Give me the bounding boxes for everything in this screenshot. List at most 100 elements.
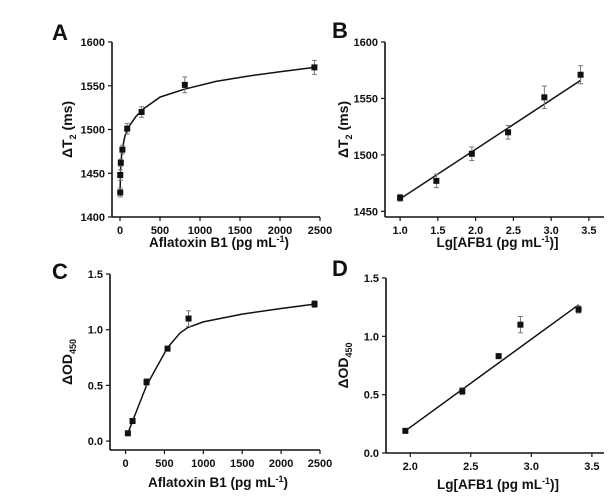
y-axis-title-sub: 450 <box>68 339 78 354</box>
panel-d: D 2.0 2.5 3.0 3.5 0.0 0.5 1.0 1.5 Lg[AFB1 (pg mL-… <box>332 256 604 492</box>
data-point <box>459 388 466 395</box>
panel-b: B 1.0 1.5 2.0 2.5 3.0 3.5 1450 1500 1550 1600 Lg[AF… <box>332 18 604 250</box>
y-axis-title: ΔT2 (ms) <box>335 101 354 158</box>
y-tick-label: 0.0 <box>364 448 379 460</box>
data-point <box>577 71 584 78</box>
data-point <box>541 94 548 101</box>
y-tick-label: 1400 <box>81 212 105 224</box>
y-axis-title-end: (ms) <box>59 101 75 134</box>
data-point <box>138 109 145 115</box>
x-axis-title-end: )] <box>550 235 559 250</box>
x-tick-label: 1000 <box>191 458 215 470</box>
x-tick-label: 0 <box>117 225 123 237</box>
data-point <box>119 146 126 153</box>
data-point <box>517 321 524 328</box>
x-axis-title: Aflatoxin B1 (pg mL-1) <box>149 234 289 250</box>
fit-line <box>127 303 315 434</box>
y-tick-label: 1.0 <box>364 331 379 343</box>
x-tick-label: 2.5 <box>506 225 521 237</box>
x-tick-label: 1500 <box>228 225 252 237</box>
fit-line <box>119 66 315 195</box>
y-tick-label: 0.0 <box>88 436 103 448</box>
data-point <box>311 64 318 71</box>
fit-line <box>404 304 580 432</box>
panel-c: C 0 500 1000 1500 2000 2500 0.0 0.5 1.0 1.5 Aflatox… <box>52 259 332 490</box>
y-axis-title-sub: 450 <box>344 342 354 357</box>
data-point <box>397 194 404 201</box>
data-point <box>181 81 188 88</box>
y-axis-title-sub: 2 <box>344 134 354 139</box>
x-tick-label: 2.0 <box>468 225 483 237</box>
x-tick-label: 1500 <box>230 458 254 470</box>
x-axis-title-main: Aflatoxin B1 (pg mL <box>148 475 276 490</box>
x-axis-title-end: )] <box>550 477 559 492</box>
data-point <box>495 353 502 360</box>
data-point <box>402 427 409 434</box>
x-axis-title-end: ) <box>284 475 289 490</box>
y-tick-label: 1.0 <box>88 325 103 337</box>
panel-label: A <box>52 20 68 45</box>
y-tick-label: 1.5 <box>88 269 103 281</box>
x-axis-title-sup: -1 <box>275 474 283 484</box>
x-tick-label: 3.5 <box>584 461 599 473</box>
data-point <box>124 125 131 132</box>
data-point <box>124 430 131 437</box>
data-point <box>468 150 475 157</box>
y-axis-title-sub: 2 <box>68 134 78 139</box>
y-tick-label: 1600 <box>354 37 378 49</box>
panel-a: A 0 500 1000 1500 2000 2500 1400 1450 1500 1550 160… <box>52 20 332 250</box>
data-point <box>185 315 192 322</box>
y-axis-title: ΔOD450 <box>59 339 78 385</box>
y-tick-label: 1450 <box>81 168 105 180</box>
x-tick-label: 2.0 <box>403 461 418 473</box>
y-axis-title-end: (ms) <box>335 101 351 134</box>
x-axis-title-main: Lg[AFB1 (pg mL <box>437 235 542 250</box>
y-axis-title-main: ΔOD <box>335 357 351 388</box>
y-tick-label: 0.5 <box>364 390 379 402</box>
x-tick-label: 1.0 <box>392 225 407 237</box>
x-axis-title: Lg[AFB1 (pg mL-1)] <box>437 234 559 250</box>
data-point <box>575 306 582 313</box>
fit-line <box>399 79 582 200</box>
x-axis-title-sup: -1 <box>541 234 549 244</box>
panel-label: B <box>332 18 348 43</box>
x-tick-label: 0 <box>122 458 128 470</box>
x-axis-title-sup: -1 <box>276 234 284 244</box>
x-axis-title-main: Lg[AFB1 (pg mL <box>437 477 542 492</box>
x-tick-label: 3.0 <box>543 225 558 237</box>
y-tick-label: 1500 <box>81 125 105 137</box>
y-axis-title-main: ΔT <box>335 139 351 158</box>
x-tick-label: 3.5 <box>581 225 596 237</box>
x-tick-label: 1000 <box>188 225 212 237</box>
x-axis-title: Lg[AFB1 (pg mL-1)] <box>437 476 559 492</box>
y-axis-title: ΔT2 (ms) <box>59 101 78 158</box>
panel-label: C <box>52 259 68 284</box>
data-point <box>505 129 512 136</box>
y-tick-label: 1550 <box>81 81 105 93</box>
x-tick-label: 1.5 <box>430 225 445 237</box>
data-point <box>117 172 124 178</box>
x-tick-label: 2500 <box>308 225 332 237</box>
data-point <box>311 301 318 308</box>
y-tick-label: 1550 <box>354 93 378 105</box>
y-axis-title: ΔOD450 <box>335 342 354 388</box>
x-tick-label: 2000 <box>268 225 292 237</box>
data-point <box>117 189 124 196</box>
x-axis-title-sup: -1 <box>542 476 550 486</box>
y-tick-label: 0.5 <box>88 380 103 392</box>
x-tick-label: 500 <box>155 458 173 470</box>
data-point <box>164 345 171 352</box>
x-tick-label: 500 <box>151 225 169 237</box>
y-tick-label: 1600 <box>81 37 105 49</box>
x-axis-title-main: Aflatoxin B1 (pg mL <box>149 235 277 250</box>
data-point <box>143 379 150 386</box>
x-tick-label: 2000 <box>269 458 293 470</box>
y-tick-label: 1500 <box>354 150 378 162</box>
data-point <box>433 177 440 184</box>
y-axis-title-main: ΔOD <box>59 354 75 385</box>
x-tick-label: 3.0 <box>524 461 539 473</box>
x-tick-label: 2.5 <box>463 461 478 473</box>
y-axis-title-main: ΔT <box>59 139 75 158</box>
x-axis-title-end: ) <box>285 235 290 250</box>
